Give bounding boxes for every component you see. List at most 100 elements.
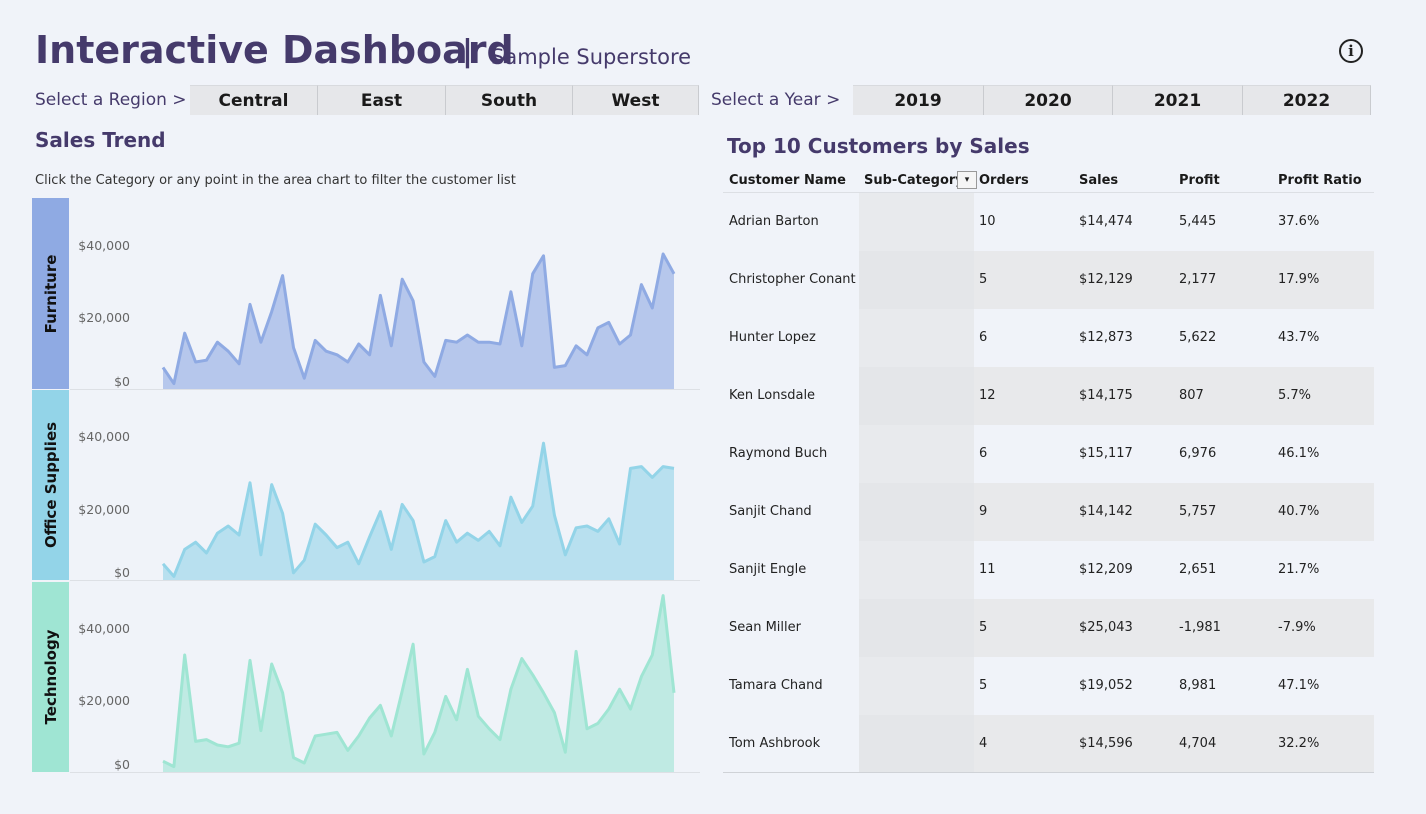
data-point[interactable] <box>344 538 352 546</box>
data-point[interactable] <box>561 748 569 756</box>
data-point[interactable] <box>463 331 471 339</box>
data-point[interactable] <box>605 318 613 326</box>
data-point[interactable] <box>257 551 265 559</box>
data-point[interactable] <box>550 709 558 717</box>
data-point[interactable] <box>529 270 537 278</box>
data-point[interactable] <box>224 522 232 530</box>
data-point[interactable] <box>431 553 439 561</box>
table-row[interactable]: Ken Lonsdale 12 $14,175 807 5.7% <box>723 367 1374 425</box>
data-point[interactable] <box>192 737 200 745</box>
data-point[interactable] <box>442 692 450 700</box>
info-icon[interactable]: i <box>1339 39 1363 63</box>
data-point[interactable] <box>333 544 341 552</box>
data-point[interactable] <box>290 344 298 352</box>
data-point[interactable] <box>529 671 537 679</box>
data-point[interactable] <box>159 363 167 371</box>
data-point[interactable] <box>463 665 471 673</box>
data-point[interactable] <box>594 324 602 332</box>
data-point[interactable] <box>572 647 580 655</box>
data-point[interactable] <box>213 338 221 346</box>
data-point[interactable] <box>311 336 319 344</box>
data-point[interactable] <box>290 754 298 762</box>
data-point[interactable] <box>322 730 330 738</box>
data-point[interactable] <box>442 336 450 344</box>
table-row[interactable]: Tom Ashbrook 4 $14,596 4,704 32.2% <box>723 715 1374 773</box>
data-point[interactable] <box>507 685 515 693</box>
data-point[interactable] <box>550 363 558 371</box>
data-point[interactable] <box>290 569 298 577</box>
data-point[interactable] <box>159 757 167 765</box>
line-furniture[interactable] <box>161 252 676 386</box>
data-point[interactable] <box>518 518 526 526</box>
data-point[interactable] <box>561 551 569 559</box>
data-point[interactable] <box>637 281 645 289</box>
data-point[interactable] <box>583 522 591 530</box>
data-point[interactable] <box>203 549 211 557</box>
data-point[interactable] <box>648 304 656 312</box>
data-point[interactable] <box>474 712 482 720</box>
data-point[interactable] <box>181 329 189 337</box>
data-point[interactable] <box>616 685 624 693</box>
sort-dropdown-icon[interactable]: ▾ <box>957 171 977 189</box>
data-point[interactable] <box>518 655 526 663</box>
col-header-sub-category[interactable]: Sub-Category <box>864 173 964 188</box>
data-point[interactable] <box>659 463 667 471</box>
data-point[interactable] <box>637 463 645 471</box>
data-point[interactable] <box>224 347 232 355</box>
data-point[interactable] <box>659 592 667 600</box>
category-furniture[interactable]: Furniture <box>32 198 69 389</box>
data-point[interactable] <box>268 481 276 489</box>
data-point[interactable] <box>366 714 374 722</box>
data-point[interactable] <box>355 560 363 568</box>
table-row[interactable]: Sanjit Engle 11 $12,209 2,651 21.7% <box>723 541 1374 599</box>
data-point[interactable] <box>409 297 417 305</box>
data-point[interactable] <box>474 536 482 544</box>
data-point[interactable] <box>529 502 537 510</box>
data-point[interactable] <box>203 356 211 364</box>
table-row[interactable]: Raymond Buch 6 $15,117 6,976 46.1% <box>723 425 1374 483</box>
data-point[interactable] <box>398 275 406 283</box>
data-point[interactable] <box>496 340 504 348</box>
col-header-orders[interactable]: Orders <box>979 173 1029 188</box>
table-row[interactable]: Tamara Chand 5 $19,052 8,981 47.1% <box>723 657 1374 715</box>
year-option-2022[interactable]: 2022 <box>1243 85 1371 115</box>
data-point[interactable] <box>605 705 613 713</box>
data-point[interactable] <box>333 728 341 736</box>
data-point[interactable] <box>213 741 221 749</box>
data-point[interactable] <box>659 250 667 258</box>
data-point[interactable] <box>355 340 363 348</box>
data-point[interactable] <box>213 529 221 537</box>
data-point[interactable] <box>398 500 406 508</box>
category-office-supplies[interactable]: Office Supplies <box>32 390 69 580</box>
table-row[interactable]: Sean Miller 5 $25,043 -1,981 -7.9% <box>723 599 1374 657</box>
data-point[interactable] <box>583 351 591 359</box>
data-point[interactable] <box>246 479 254 487</box>
table-row[interactable]: Christopher Conant 5 $12,129 2,177 17.9% <box>723 251 1374 309</box>
data-point[interactable] <box>322 531 330 539</box>
sales-trend-chart[interactable] <box>0 0 700 814</box>
data-point[interactable] <box>311 732 319 740</box>
data-point[interactable] <box>420 558 428 566</box>
data-point[interactable] <box>181 651 189 659</box>
data-point[interactable] <box>376 508 384 516</box>
data-point[interactable] <box>594 719 602 727</box>
data-point[interactable] <box>616 340 624 348</box>
data-point[interactable] <box>485 338 493 346</box>
region-option-central[interactable]: Central <box>190 85 318 115</box>
data-point[interactable] <box>485 527 493 535</box>
line-office-supplies[interactable] <box>161 441 675 578</box>
year-option-2021[interactable]: 2021 <box>1113 85 1243 115</box>
data-point[interactable] <box>670 464 678 472</box>
category-technology[interactable]: Technology <box>32 582 69 772</box>
data-point[interactable] <box>398 687 406 695</box>
table-row[interactable]: Hunter Lopez 6 $12,873 5,622 43.7% <box>723 309 1374 367</box>
data-point[interactable] <box>507 288 515 296</box>
data-point[interactable] <box>235 531 243 539</box>
col-header-sales[interactable]: Sales <box>1079 173 1119 188</box>
data-point[interactable] <box>485 725 493 733</box>
data-point[interactable] <box>540 439 548 447</box>
data-point[interactable] <box>279 509 287 517</box>
data-point[interactable] <box>246 656 254 664</box>
data-point[interactable] <box>355 732 363 740</box>
data-point[interactable] <box>583 725 591 733</box>
